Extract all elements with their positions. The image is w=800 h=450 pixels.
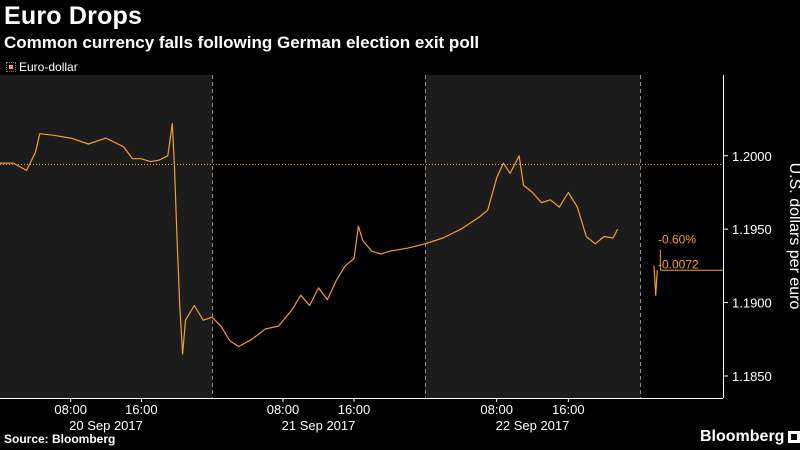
annotation-change: -0.0072	[658, 257, 699, 271]
chart-subtitle: Common currency falls following German e…	[4, 33, 480, 52]
source-label: Source: Bloomberg	[4, 432, 116, 446]
legend: Euro-dollar	[6, 60, 78, 74]
x-tick-label: 08:00	[267, 402, 300, 417]
y-axis-title: U.S. dollars per euro	[786, 163, 800, 310]
series-line-main	[0, 122, 619, 355]
legend-swatch-icon	[6, 62, 16, 72]
x-date-label: 20 Sep 2017	[69, 418, 143, 433]
x-tick-label: 16:00	[338, 402, 371, 417]
y-tick-label: 1.1850	[732, 369, 772, 384]
brand-logo: Bloomberg	[700, 428, 800, 446]
session-band	[0, 75, 212, 398]
chart-title: Euro Drops	[4, 2, 143, 30]
x-tick-label: 08:00	[54, 402, 87, 417]
legend-label: Euro-dollar	[19, 60, 78, 74]
y-tick-label: 1.2000	[732, 149, 772, 164]
y-tick-label: 1.1900	[732, 296, 772, 311]
x-tick-label: 16:00	[125, 402, 158, 417]
bloomberg-mark-icon	[788, 431, 800, 443]
x-date-label: 21 Sep 2017	[282, 418, 356, 433]
y-tick-label: 1.1950	[732, 222, 772, 237]
x-tick-label: 16:00	[552, 402, 585, 417]
x-date-label: 22 Sep 2017	[496, 418, 570, 433]
annotation-percent: -0.60%	[658, 232, 696, 246]
x-tick-label: 08:00	[480, 402, 513, 417]
brand-name: Bloomberg	[700, 428, 785, 445]
series-line-after-poll	[653, 265, 658, 296]
